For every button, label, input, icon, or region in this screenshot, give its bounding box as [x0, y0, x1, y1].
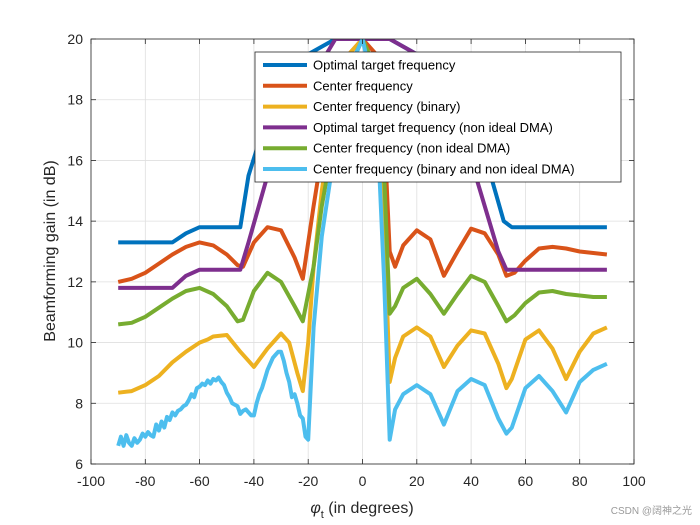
series-line-4: [118, 39, 607, 290]
legend-label-5: Center frequency (non ideal DMA): [313, 141, 510, 156]
y-tick-label: 18: [67, 92, 83, 108]
series-line-1: [118, 39, 607, 245]
y-tick-label: 10: [67, 335, 83, 351]
x-tick-label: -60: [189, 473, 209, 489]
tick-labels: -100 -80 -60 -40 -20 0 20 40 60 80 100 6 8 10 12 14 16 18…: [67, 31, 645, 489]
y-tick-label: 16: [67, 152, 83, 168]
y-axis-title: Beamforming gain (in dB): [42, 160, 59, 341]
series-line-6: [116, 39, 608, 448]
legend-label-1: Optimal target frequency: [313, 58, 456, 73]
x-axis-title-suffix: (in degrees): [324, 500, 414, 517]
watermark-text: CSDN @阔神之光: [611, 504, 692, 517]
x-tick-label: -100: [77, 473, 105, 489]
x-tick-label: 80: [572, 473, 588, 489]
x-tick-label: -20: [298, 473, 318, 489]
x-tick-label: 20: [409, 473, 425, 489]
legend-label-3: Center frequency (binary): [313, 99, 460, 114]
y-tick-label: 12: [67, 274, 83, 290]
x-axis-title-symbol: φ: [310, 500, 320, 517]
legend-label-4: Optimal target frequency (non ideal DMA): [313, 120, 553, 135]
x-tick-label: 60: [518, 473, 534, 489]
x-axis-title: φt (in degrees): [310, 500, 413, 521]
ticks: [90, 38, 635, 465]
legend-box: [254, 51, 622, 183]
legend: Optimal target frequency Center frequency…: [254, 51, 622, 183]
x-tick-label: 0: [359, 473, 367, 489]
legend-label-2: Center frequency: [313, 78, 413, 93]
x-tick-label: -80: [135, 473, 155, 489]
y-tick-label: 6: [75, 456, 83, 472]
y-tick-label: 8: [75, 395, 83, 411]
legend-label-6: Center frequency (binary and non ideal D…: [313, 162, 575, 177]
x-tick-label: -40: [244, 473, 264, 489]
x-axis-title-subscript: t: [321, 509, 324, 521]
y-tick-label: 14: [67, 213, 83, 229]
y-tick-label: 20: [67, 31, 83, 47]
x-tick-label: 40: [463, 473, 479, 489]
legend-entries: Optimal target frequency Center frequency…: [263, 58, 575, 177]
x-tick-label: 100: [622, 473, 646, 489]
